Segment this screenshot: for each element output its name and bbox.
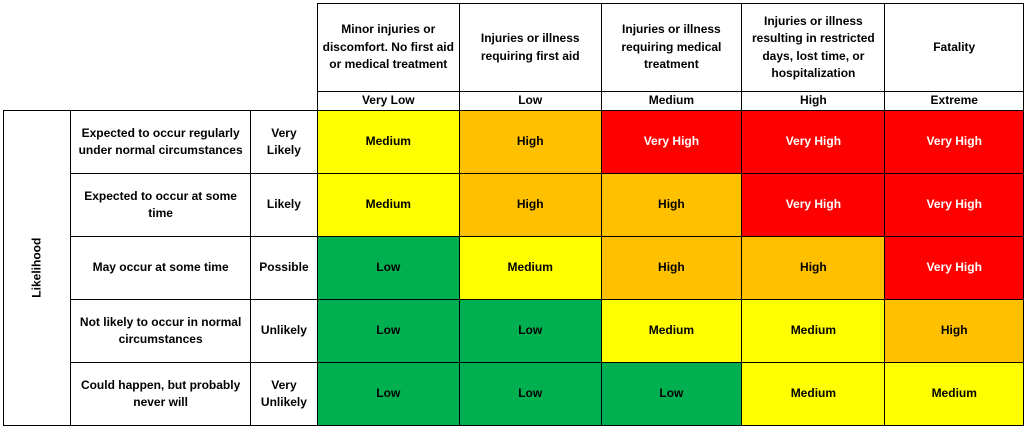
- likelihood-row: Not likely to occur in normal circumstan…: [4, 299, 1024, 363]
- likelihood-row: Could happen, but probably never will Ve…: [4, 362, 1024, 426]
- severity-level-extreme: Extreme: [884, 91, 1024, 111]
- likelihood-level: Possible: [250, 236, 318, 300]
- severity-level-row: Very Low Low Medium High Extreme: [4, 91, 1024, 111]
- risk-cell: Medium: [458, 236, 602, 300]
- risk-cell: Very High: [884, 110, 1024, 174]
- risk-cell: Medium: [884, 362, 1024, 426]
- risk-cell: High: [884, 299, 1024, 363]
- likelihood-level: Unlikely: [250, 299, 318, 363]
- risk-cell: High: [600, 173, 743, 237]
- risk-cell: Medium: [600, 299, 743, 363]
- risk-matrix-table: Minor injuries or discomfort. No first a…: [3, 3, 1024, 426]
- likelihood-axis-text: Likelihood: [29, 237, 44, 298]
- likelihood-row: Likelihood Expected to occur regularly u…: [3, 110, 1024, 426]
- risk-cell: Medium: [316, 173, 460, 237]
- risk-cell: Very High: [884, 173, 1024, 237]
- risk-cell: High: [600, 236, 743, 300]
- risk-cell: Very High: [741, 110, 886, 174]
- risk-cell: Medium: [316, 110, 460, 174]
- likelihood-row: May occur at some time Possible Low Medi…: [4, 236, 1024, 300]
- likelihood-description: Not likely to occur in normal circumstan…: [69, 299, 252, 363]
- risk-cell: High: [458, 110, 602, 174]
- severity-description-very-low: Minor injuries or discomfort. No first a…: [316, 3, 460, 92]
- risk-cell: Medium: [741, 299, 886, 363]
- risk-cell: High: [741, 236, 886, 300]
- blank-corner: [3, 3, 251, 111]
- risk-cell: Low: [316, 299, 460, 363]
- risk-cell: Low: [316, 236, 460, 300]
- likelihood-description: Expected to occur at some time: [69, 173, 252, 237]
- severity-level-low: Low: [458, 91, 602, 111]
- severity-description-row: Minor injuries or discomfort. No first a…: [3, 3, 1024, 111]
- risk-cell: Low: [600, 362, 743, 426]
- severity-description-low: Injuries or illness requiring first aid: [458, 3, 602, 92]
- risk-cell: Medium: [741, 362, 886, 426]
- likelihood-axis-label: Likelihood: [3, 110, 71, 426]
- risk-cell: Low: [458, 362, 602, 426]
- likelihood-level: Very Likely: [250, 110, 318, 174]
- severity-description-extreme: Fatality: [884, 3, 1024, 92]
- likelihood-description: Could happen, but probably never will: [69, 362, 252, 426]
- blank-corner-2: [250, 3, 318, 111]
- severity-description-medium: Injuries or illness requiring medical tr…: [600, 3, 743, 92]
- risk-cell: Very High: [884, 236, 1024, 300]
- severity-level-high: High: [741, 91, 886, 111]
- likelihood-row: Expected to occur at some time Likely Me…: [4, 173, 1024, 237]
- risk-cell: High: [458, 173, 602, 237]
- likelihood-description: May occur at some time: [69, 236, 252, 300]
- risk-cell: Very High: [600, 110, 743, 174]
- likelihood-level: Likely: [250, 173, 318, 237]
- severity-description-high: Injuries or illness resulting in restric…: [741, 3, 886, 92]
- risk-cell: Very High: [741, 173, 886, 237]
- likelihood-description: Expected to occur regularly under normal…: [69, 110, 252, 174]
- likelihood-level: Very Unlikely: [250, 362, 318, 426]
- severity-level-medium: Medium: [600, 91, 743, 111]
- risk-cell: Low: [458, 299, 602, 363]
- severity-level-very-low: Very Low: [316, 91, 460, 111]
- risk-cell: Low: [316, 362, 460, 426]
